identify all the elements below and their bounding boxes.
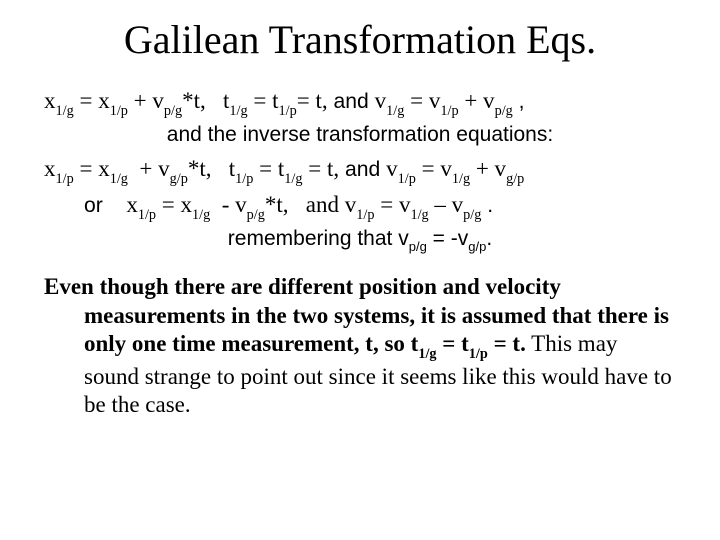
txt: *t, xyxy=(265,192,289,217)
txt: x xyxy=(126,192,138,217)
txt: = t. xyxy=(488,331,526,356)
sub: 1/g xyxy=(110,171,128,187)
txt: - v xyxy=(210,192,246,217)
txt: = v xyxy=(374,192,410,217)
sub: 1/g xyxy=(192,207,210,223)
txt: = v xyxy=(404,88,440,113)
sub: g/p xyxy=(170,171,188,187)
slide-container: Galilean Transformation Eqs. x1/g = x1/p… xyxy=(0,0,720,540)
txt: and xyxy=(339,158,386,181)
sub: p/g xyxy=(247,207,265,223)
txt: = t, xyxy=(297,88,328,113)
txt: , xyxy=(513,90,525,113)
equation-line-1b: and the inverse transformation equations… xyxy=(44,121,676,148)
txt: x xyxy=(44,88,56,113)
txt: and xyxy=(289,192,345,217)
txt: = x xyxy=(74,88,110,113)
sub: 1/g xyxy=(410,207,428,223)
sub: 1/p xyxy=(398,171,416,187)
sub: g/p xyxy=(506,171,524,187)
equation-line-3: or x1/p = x1/g - vp/g*t, and v1/p = v1/g… xyxy=(44,190,676,223)
txt: and xyxy=(328,90,375,113)
txt: remembering that v xyxy=(228,227,409,250)
sub: 1/p xyxy=(138,207,156,223)
txt: *t, xyxy=(182,88,206,113)
txt: = t xyxy=(253,156,284,181)
txt: t xyxy=(212,156,236,181)
txt: + v xyxy=(459,88,495,113)
txt: v xyxy=(345,192,357,217)
slide-title: Galilean Transformation Eqs. xyxy=(44,18,676,62)
sub: p/g xyxy=(164,103,182,119)
txt: = x xyxy=(156,192,192,217)
txt: = t xyxy=(248,88,279,113)
sub: 1/p xyxy=(235,171,253,187)
sub: 1/g xyxy=(452,171,470,187)
body-paragraph: Even though there are different position… xyxy=(44,273,676,420)
sub: 1/p xyxy=(279,103,297,119)
sub: 1/g xyxy=(418,346,436,362)
txt: + v xyxy=(128,156,170,181)
sub: 1/p xyxy=(356,207,374,223)
sub: 1/g xyxy=(229,103,247,119)
sub: 1/p xyxy=(440,103,458,119)
txt: = x xyxy=(74,156,110,181)
txt: v xyxy=(386,156,398,181)
txt: = -v xyxy=(427,227,468,250)
sub: p/g xyxy=(495,103,513,119)
txt: = v xyxy=(416,156,452,181)
equation-line-4: remembering that vp/g = -vg/p. xyxy=(44,225,676,255)
sub: 1/g xyxy=(386,103,404,119)
txt: . xyxy=(486,227,492,250)
sub: 1/g xyxy=(56,103,74,119)
sub: p/g xyxy=(463,207,481,223)
txt: + v xyxy=(128,88,164,113)
sub: 1/g xyxy=(284,171,302,187)
txt: – v xyxy=(429,192,464,217)
sub: 1/p xyxy=(110,103,128,119)
txt: *t, xyxy=(188,156,212,181)
txt: v xyxy=(375,88,387,113)
txt: . xyxy=(481,194,493,217)
txt: x xyxy=(44,156,56,181)
equation-line-1: x1/g = x1/p + vp/g*t, t1/g = t1/p= t, an… xyxy=(44,86,676,119)
sub: 1/p xyxy=(56,171,74,187)
equation-line-2: x1/p = x1/g + vg/p*t, t1/p = t1/g = t, a… xyxy=(44,154,676,187)
sub: 1/p xyxy=(469,346,488,362)
txt: = t, xyxy=(302,156,339,181)
sub: p/g xyxy=(409,239,427,254)
txt: = t xyxy=(437,331,469,356)
sub: g/p xyxy=(468,239,486,254)
txt: + v xyxy=(470,156,506,181)
txt: or xyxy=(84,194,126,217)
txt: t xyxy=(206,88,230,113)
